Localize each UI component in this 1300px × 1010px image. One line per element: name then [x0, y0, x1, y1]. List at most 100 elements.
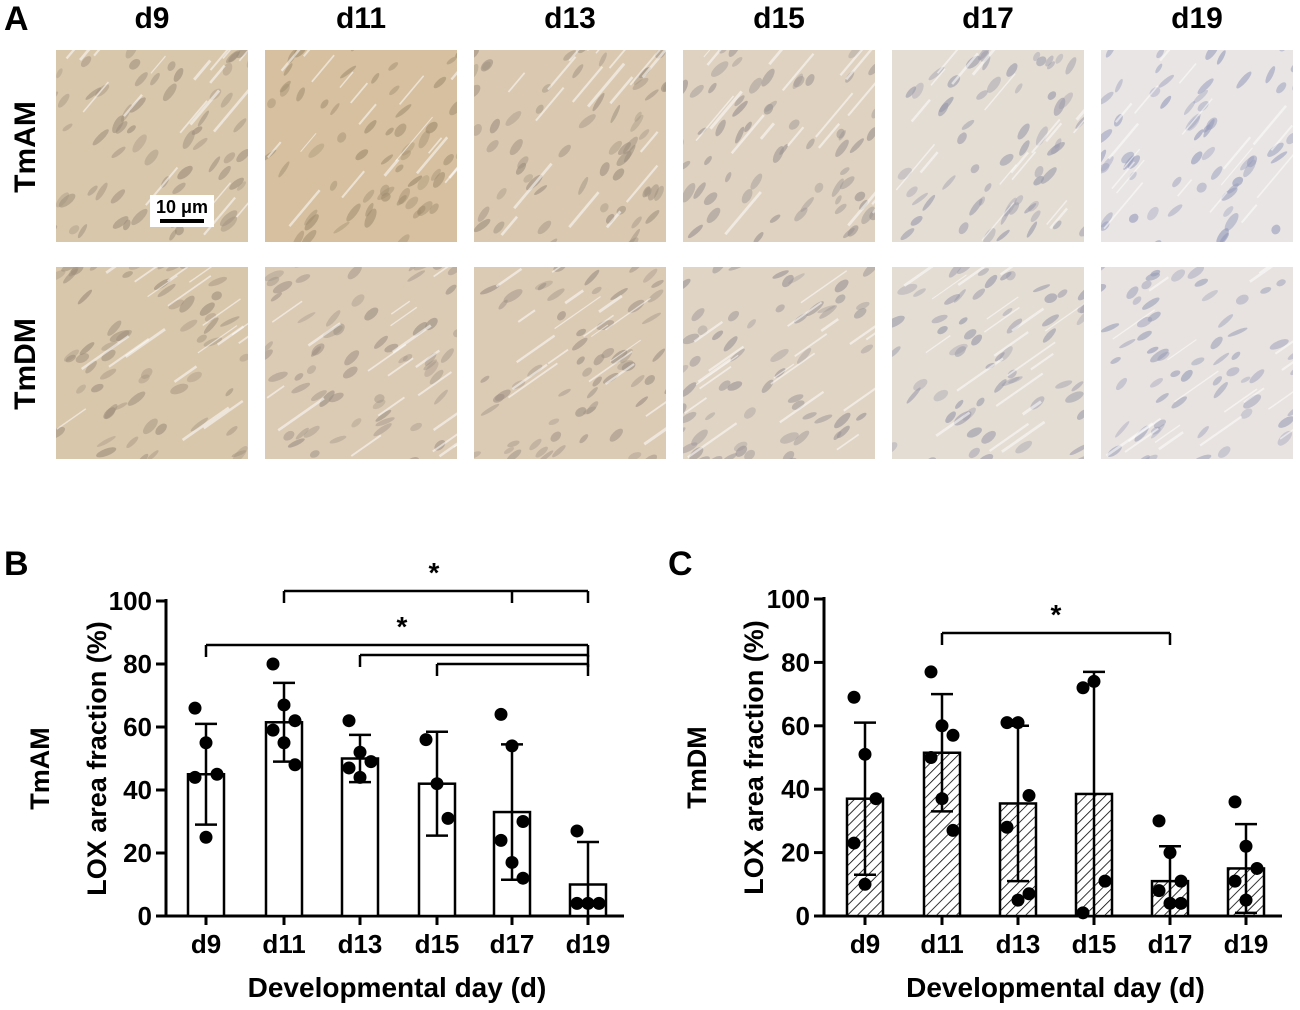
significance-star: * — [1051, 599, 1062, 630]
x-tick-label-d17: d17 — [1148, 929, 1193, 959]
data-point-d17 — [505, 855, 519, 869]
scale-bar: 10 μm — [150, 195, 215, 227]
data-point-d17 — [505, 739, 519, 753]
data-point-d11 — [277, 736, 291, 750]
data-point-d9 — [188, 701, 202, 715]
micrograph-tmam-d19 — [1101, 50, 1293, 242]
significance-star: * — [429, 557, 440, 588]
y-tick-label: 20 — [123, 838, 152, 868]
y-tick-label: 80 — [123, 649, 152, 679]
data-point-d17 — [1152, 884, 1166, 898]
data-point-d11 — [277, 698, 291, 712]
y-tick-label: 60 — [123, 712, 152, 742]
micrograph-tmdm-d15 — [683, 267, 875, 459]
y-axis-title-b: TmAM — [25, 727, 55, 810]
data-point-d17 — [516, 871, 530, 885]
y-tick-label: 60 — [781, 711, 810, 741]
y-tick-label: 0 — [796, 901, 810, 931]
data-point-d17 — [494, 707, 508, 721]
data-point-d9 — [858, 747, 872, 761]
x-tick-label-d9: d9 — [850, 929, 880, 959]
y-tick-label: 80 — [781, 647, 810, 677]
data-point-d13 — [1000, 820, 1014, 834]
data-point-d11 — [935, 792, 949, 806]
data-point-d19 — [1250, 861, 1264, 875]
micrograph-tmdm-d19 — [1101, 267, 1293, 459]
data-point-d11 — [946, 728, 960, 742]
y-tick-label: 20 — [781, 838, 810, 868]
data-point-d11 — [288, 714, 302, 728]
data-point-d15 — [419, 733, 433, 747]
x-tick-label-d15: d15 — [1072, 929, 1117, 959]
y-axis-subtitle-c: LOX area fraction (%) — [739, 620, 769, 895]
y-axis-title-c: TmDM — [682, 726, 712, 809]
data-point-d19 — [1228, 874, 1242, 888]
data-point-d11 — [935, 719, 949, 733]
data-point-d9 — [188, 770, 202, 784]
y-tick-label: 40 — [123, 775, 152, 805]
data-point-d17 — [1163, 896, 1177, 910]
data-point-d19 — [592, 896, 606, 910]
data-point-d17 — [516, 815, 530, 828]
column-label-d9: d9 — [134, 2, 170, 35]
data-point-d13 — [1022, 789, 1036, 803]
micrograph-tmdm-d9 — [56, 267, 248, 459]
micrograph-tmdm-d13 — [474, 267, 666, 459]
scale-bar-line — [160, 219, 205, 223]
data-point-d17 — [1163, 846, 1177, 860]
significance-star: * — [397, 611, 408, 642]
data-point-d15 — [430, 777, 444, 791]
panel-a-letter: A — [4, 0, 29, 38]
column-label-d19: d19 — [1171, 2, 1223, 35]
data-point-d13 — [353, 770, 367, 784]
data-point-d13 — [1022, 887, 1036, 901]
x-tick-label-d9: d9 — [191, 929, 221, 959]
data-point-d17 — [1174, 896, 1188, 910]
data-point-d9 — [847, 690, 861, 704]
x-tick-label-d15: d15 — [415, 929, 460, 959]
x-tick-label-d17: d17 — [490, 929, 535, 959]
data-point-d17 — [494, 833, 508, 847]
chart-b: 0 20 40 60 80 100 TmAM LOX area fraction (%) Dev… — [25, 557, 624, 1003]
data-point-d11 — [946, 823, 960, 837]
data-point-d17 — [1152, 814, 1166, 828]
data-point-d13 — [1011, 893, 1025, 907]
y-tick-label: 40 — [781, 774, 810, 804]
data-point-d9 — [869, 792, 883, 806]
data-point-d9 — [210, 767, 224, 781]
x-tick-label-d11: d11 — [262, 929, 305, 959]
x-tick-label-d19: d19 — [566, 929, 611, 959]
y-tick-label: 100 — [767, 584, 810, 614]
data-point-d11 — [924, 665, 938, 679]
data-point-d19 — [570, 896, 584, 910]
data-point-d15 — [1076, 906, 1090, 920]
column-label-d15: d15 — [753, 2, 805, 35]
data-point-d11 — [924, 751, 938, 764]
data-point-d11 — [266, 657, 280, 671]
y-axis-subtitle-b: LOX area fraction (%) — [82, 621, 112, 896]
y-tick-label: 0 — [138, 901, 152, 931]
data-point-d11 — [288, 758, 302, 772]
data-point-d9 — [199, 736, 213, 750]
data-point-d17 — [1174, 874, 1188, 888]
micrograph-tmdm-d11 — [265, 267, 457, 459]
panel-b-letter: B — [4, 545, 29, 583]
x-tick-label-d13: d13 — [996, 929, 1041, 959]
data-point-d9 — [199, 830, 213, 844]
data-point-d15 — [1076, 681, 1090, 695]
column-label-d11: d11 — [335, 2, 387, 35]
data-point-d9 — [858, 877, 872, 891]
data-point-d11 — [266, 723, 280, 737]
x-axis-title-b: Developmental day (d) — [248, 972, 547, 1003]
x-tick-label-d19: d19 — [1224, 929, 1269, 959]
data-point-d13 — [1000, 716, 1014, 730]
bar-d13 — [340, 757, 380, 918]
x-tick-label-d11: d11 — [920, 929, 963, 959]
data-point-d15 — [441, 811, 455, 825]
data-point-d19 — [1228, 795, 1242, 809]
data-point-d15 — [1087, 674, 1101, 688]
micrograph-tmam-d13 — [474, 50, 666, 242]
x-axis-title-c: Developmental day (d) — [906, 972, 1205, 1003]
data-point-d13 — [1011, 716, 1025, 730]
